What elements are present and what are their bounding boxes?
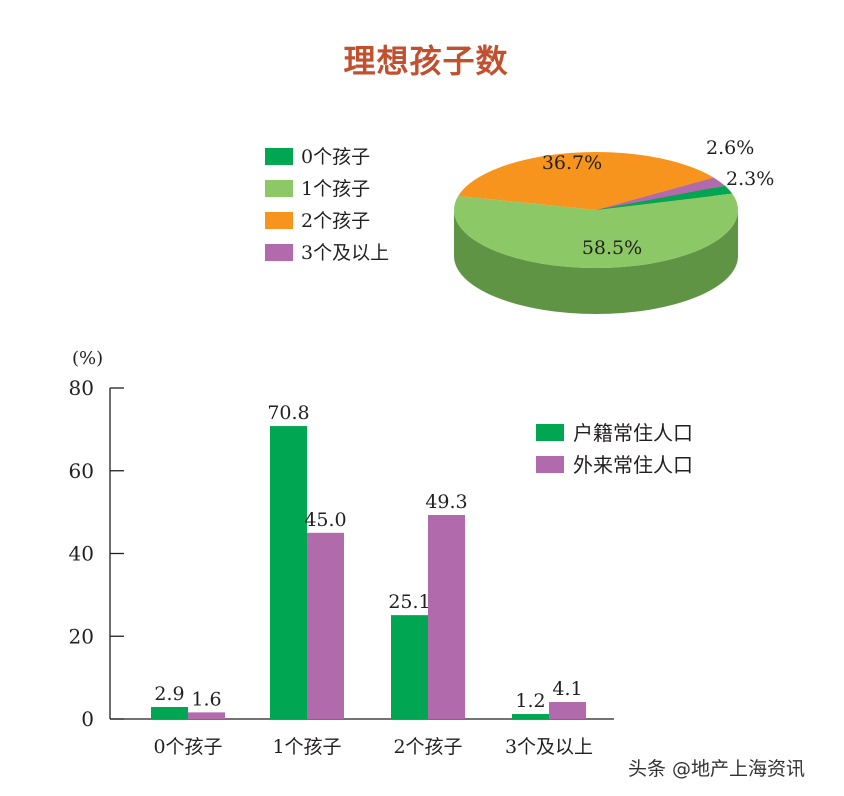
pie-value-label: 36.7%	[542, 152, 602, 174]
x-tick-label: 3个及以上	[505, 736, 593, 758]
y-axis-unit: (%)	[72, 348, 103, 369]
chart-title: 理想孩子数	[343, 42, 509, 80]
x-tick-label: 2个孩子	[393, 736, 462, 758]
bar	[270, 426, 307, 719]
bar-value-label: 70.8	[267, 402, 309, 424]
pie-side-1	[454, 210, 738, 314]
pie-value-label: 2.6%	[706, 137, 754, 159]
bar-legend-label: 户籍常住人口	[573, 421, 693, 445]
pie-legend-label: 0个孩子	[301, 146, 370, 168]
bar-value-label: 25.1	[388, 591, 430, 613]
bar-legend-swatch	[536, 456, 564, 473]
bar	[188, 712, 225, 719]
y-tick-label: 60	[69, 459, 94, 483]
y-tick-label: 0	[81, 707, 94, 731]
bar-value-label: 1.6	[191, 688, 221, 710]
bar	[151, 707, 188, 719]
pie-legend-label: 3个及以上	[301, 242, 389, 264]
x-tick-label: 1个孩子	[272, 736, 341, 758]
y-tick-label: 20	[69, 624, 94, 648]
y-tick-label: 40	[69, 542, 94, 566]
pie-legend-swatch	[265, 148, 293, 165]
bar-value-label: 49.3	[425, 491, 467, 513]
pie-legend-swatch	[265, 212, 293, 229]
bar-value-label: 45.0	[304, 509, 346, 531]
pie-legend: 0个孩子 1个孩子 2个孩子 3个及以上	[265, 146, 389, 264]
pie-value-label: 58.5%	[582, 237, 642, 259]
pie-slice-0	[596, 185, 733, 210]
bar-value-label: 1.2	[515, 690, 545, 712]
y-tick-label: 80	[69, 376, 94, 400]
bar-value-label: 4.1	[552, 678, 582, 700]
bar	[391, 615, 428, 719]
pie-slice-2	[458, 152, 714, 210]
bar-legend-label: 外来常住人口	[573, 453, 693, 477]
pie-legend-swatch	[265, 244, 293, 261]
bar-legend-swatch	[536, 424, 564, 441]
pie-legend-swatch	[265, 180, 293, 197]
pie-value-labels: 2.3% 58.5% 36.7% 2.6%	[542, 137, 774, 259]
bar-value-label: 2.9	[154, 683, 184, 705]
pie-legend-label: 1个孩子	[301, 178, 370, 200]
watermark-text: 头条 @地产上海资讯	[628, 758, 806, 780]
bar-marks: 2.9 1.6 70.8 45.0 25.1 49.3 1.2 4.1	[151, 402, 586, 719]
bar	[549, 702, 586, 719]
pie-value-label: 2.3%	[726, 168, 774, 190]
bar	[512, 714, 549, 719]
pie-slice-3	[596, 177, 726, 210]
bar	[307, 532, 344, 719]
x-tick-label: 0个孩子	[153, 736, 222, 758]
pie-tops	[453, 152, 738, 268]
pie-legend-label: 2个孩子	[301, 210, 370, 232]
bar	[428, 515, 465, 719]
pie-slice-1	[453, 193, 738, 268]
